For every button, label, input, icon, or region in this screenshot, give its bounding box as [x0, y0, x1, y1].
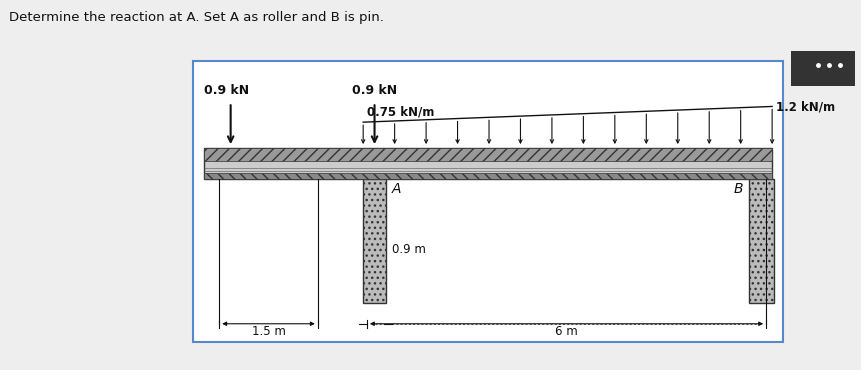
Bar: [204, 148, 771, 161]
Text: 0.75 kN/m: 0.75 kN/m: [367, 106, 434, 119]
Bar: [193, 61, 783, 342]
Bar: [748, 179, 773, 303]
Text: B: B: [733, 182, 742, 196]
Text: Determine the reaction at A. Set A as roller and B is pin.: Determine the reaction at A. Set A as ro…: [9, 11, 383, 24]
Text: 6 m: 6 m: [554, 324, 577, 337]
Text: 0.9 m: 0.9 m: [392, 243, 425, 256]
Bar: [204, 148, 771, 179]
Bar: [362, 179, 386, 303]
Text: A: A: [392, 182, 401, 196]
Text: 1.2 kN/m: 1.2 kN/m: [775, 101, 834, 114]
Bar: [204, 177, 771, 179]
Bar: [790, 51, 854, 86]
Text: 0.9 kN: 0.9 kN: [351, 84, 397, 97]
Bar: [204, 173, 771, 179]
Text: 0.9 kN: 0.9 kN: [204, 84, 249, 97]
Text: 1.5 m: 1.5 m: [251, 324, 285, 337]
